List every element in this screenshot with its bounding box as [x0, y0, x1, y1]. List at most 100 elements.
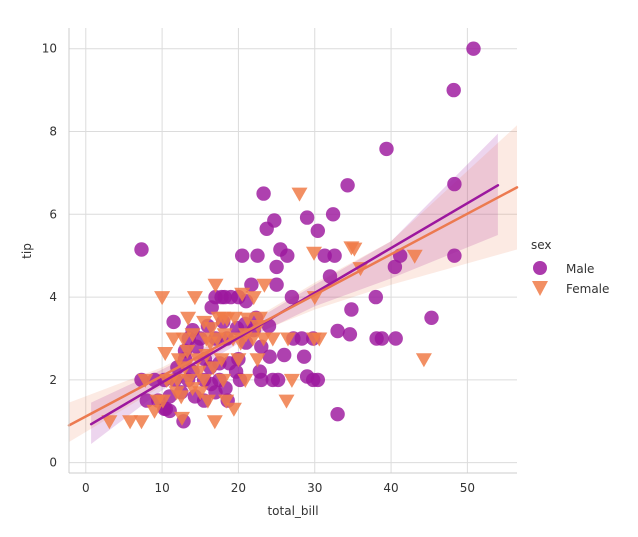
x-tick-label: 10: [154, 481, 169, 495]
point-male: [330, 323, 345, 339]
point-male: [322, 269, 338, 284]
point-male: [330, 407, 345, 422]
y-axis-label: tip: [20, 243, 34, 259]
point-male: [270, 372, 286, 388]
point-male: [327, 248, 342, 263]
point-female: [154, 291, 171, 306]
point-male: [325, 207, 341, 222]
point-female: [180, 373, 197, 388]
point-female: [283, 373, 300, 388]
point-female: [216, 328, 233, 343]
x-tick-label: 30: [307, 481, 322, 495]
point-female: [175, 332, 192, 347]
point-female: [280, 332, 296, 347]
point-male: [259, 221, 274, 236]
point-female: [186, 291, 203, 306]
ci-band-female: [69, 125, 517, 443]
point-female: [122, 415, 139, 430]
point-male: [388, 331, 403, 346]
point-female: [406, 249, 423, 264]
point-female: [213, 353, 230, 368]
legend-marker-female: [532, 281, 548, 296]
point-female: [245, 291, 262, 306]
y-tick-label: 10: [42, 42, 57, 56]
x-tick-label: 0: [82, 481, 90, 495]
point-female: [192, 386, 209, 401]
fit-line-female: [67, 186, 519, 427]
point-male: [299, 369, 315, 384]
point-male: [387, 259, 403, 275]
point-male: [269, 277, 284, 292]
point-female: [179, 344, 196, 359]
point-female: [239, 312, 256, 327]
point-female: [196, 373, 213, 388]
point-male: [374, 331, 390, 346]
point-female: [137, 373, 154, 388]
point-female: [346, 242, 363, 257]
point-female: [169, 373, 186, 388]
point-female: [215, 373, 232, 388]
point-female: [180, 311, 197, 326]
point-female: [168, 386, 185, 401]
point-female: [207, 278, 224, 293]
point-male: [447, 176, 462, 192]
x-tick-label: 40: [383, 481, 398, 495]
regression-lines: [67, 184, 519, 427]
axes: [68, 28, 517, 474]
point-male: [250, 248, 265, 263]
point-female: [174, 411, 190, 426]
legend-label-male: Male: [566, 262, 594, 276]
point-male: [294, 331, 309, 346]
point-female: [218, 394, 235, 409]
point-male: [280, 248, 295, 263]
y-tick-label: 6: [49, 207, 57, 221]
point-male: [466, 41, 481, 56]
point-female: [230, 353, 247, 368]
point-male: [139, 393, 154, 408]
point-female: [170, 353, 187, 368]
legend-label-female: Female: [566, 282, 609, 296]
y-tick-labels: 0 2 4 6 8 10: [42, 42, 57, 470]
point-female: [415, 353, 432, 368]
point-male: [447, 248, 462, 263]
point-female: [205, 361, 222, 376]
point-female: [256, 278, 273, 293]
x-tick-label: 50: [460, 481, 475, 495]
point-female: [184, 328, 201, 343]
point-male: [317, 248, 332, 263]
point-male: [424, 310, 439, 325]
point-female: [203, 322, 220, 337]
point-male: [235, 248, 250, 263]
point-female: [206, 415, 223, 430]
point-female: [249, 353, 266, 368]
point-female: [278, 394, 295, 409]
point-female: [251, 311, 268, 326]
x-tick-label: 20: [231, 481, 246, 495]
point-male: [262, 349, 277, 364]
point-female: [199, 394, 216, 409]
legend-title: sex: [531, 238, 552, 252]
y-tick-label: 4: [49, 290, 57, 304]
legend: sex Male Female: [531, 238, 609, 296]
y-tick-label: 2: [49, 373, 57, 387]
point-female: [190, 365, 207, 380]
point-male: [446, 82, 461, 98]
y-tick-label: 0: [49, 456, 57, 470]
point-female: [225, 402, 242, 417]
point-male: [256, 186, 271, 201]
point-male: [166, 314, 181, 330]
point-female: [237, 373, 254, 388]
y-tick-label: 8: [49, 124, 57, 138]
point-female: [196, 315, 213, 330]
point-male: [134, 242, 149, 257]
legend-marker-male: [533, 261, 547, 275]
x-axis-label: total_bill: [267, 504, 318, 518]
point-male: [204, 300, 219, 315]
point-female: [306, 246, 322, 261]
point-female: [255, 332, 272, 347]
point-male: [269, 259, 284, 275]
point-female: [352, 262, 369, 277]
point-male: [299, 210, 315, 225]
point-male: [344, 302, 359, 317]
